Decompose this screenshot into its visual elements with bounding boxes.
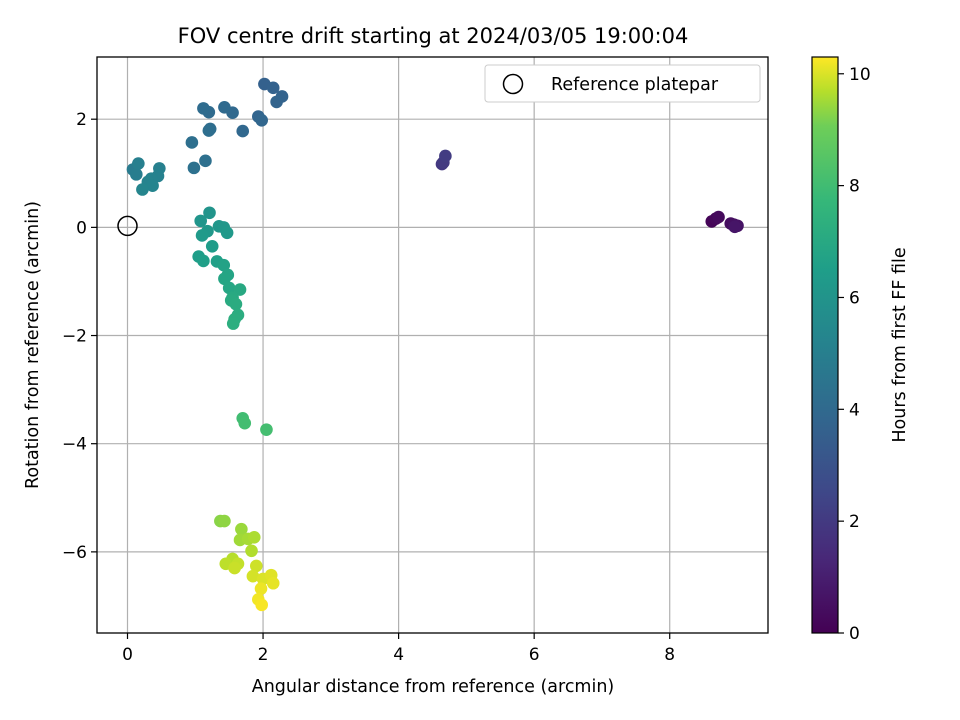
data-point xyxy=(218,100,231,114)
data-point xyxy=(238,416,252,430)
data-point xyxy=(236,124,250,138)
legend: Reference platepar xyxy=(484,64,761,103)
legend-label-reference: Reference platepar xyxy=(551,75,719,95)
data-point xyxy=(205,239,219,253)
data-point xyxy=(228,561,241,575)
y-tick-label: −6 xyxy=(62,543,87,563)
data-point xyxy=(235,522,248,536)
data-point xyxy=(266,576,280,590)
x-axis-ticks: 0 2 4 6 8 xyxy=(122,633,675,665)
reference-marker xyxy=(117,215,138,237)
colorbar xyxy=(811,56,839,634)
data-point xyxy=(247,530,261,544)
colorbar-tick-label: 2 xyxy=(849,512,860,532)
data-point xyxy=(202,124,216,137)
data-point xyxy=(130,168,143,181)
data-point xyxy=(187,161,201,175)
data-point xyxy=(199,154,212,168)
data-point xyxy=(245,544,258,558)
data-point xyxy=(439,149,452,163)
plot-frame xyxy=(96,56,769,634)
data-point xyxy=(226,317,240,330)
data-point xyxy=(203,206,216,220)
colorbar-ticks: 0 2 4 6 8 10 xyxy=(838,65,871,644)
data-point xyxy=(255,598,268,612)
grid xyxy=(97,57,768,633)
data-point xyxy=(246,569,260,583)
data-point xyxy=(194,214,207,228)
y-axis-ticks: −6 −4 −2 0 2 xyxy=(62,110,97,563)
y-axis-label: Rotation from reference (arcmin) xyxy=(23,201,43,489)
data-point xyxy=(260,423,273,436)
data-point xyxy=(249,559,263,573)
data-point xyxy=(146,179,159,193)
data-point xyxy=(233,283,247,296)
colorbar-tick-label: 8 xyxy=(849,177,860,197)
data-point xyxy=(270,95,283,109)
chart-title: FOV centre drift starting at 2024/03/05 … xyxy=(178,24,689,48)
data-point xyxy=(218,514,231,528)
y-tick-label: 0 xyxy=(76,218,87,238)
data-point xyxy=(728,220,742,234)
data-point xyxy=(195,229,209,242)
x-tick-label: 8 xyxy=(664,645,675,665)
data-point xyxy=(197,254,210,268)
colorbar-label: Hours from first FF file xyxy=(890,247,910,442)
data-point xyxy=(266,81,280,95)
data-point xyxy=(197,102,210,115)
data-point xyxy=(220,226,234,240)
y-tick-label: −2 xyxy=(62,327,87,347)
data-point xyxy=(229,297,243,311)
data-point xyxy=(255,113,268,127)
x-tick-label: 2 xyxy=(258,645,269,665)
data-point xyxy=(254,582,268,595)
data-point xyxy=(217,258,231,272)
legend-marker-reference xyxy=(502,73,524,95)
x-tick-label: 0 xyxy=(122,645,133,665)
x-tick-label: 6 xyxy=(529,645,540,665)
x-tick-label: 4 xyxy=(393,645,404,665)
data-point xyxy=(712,210,725,224)
colorbar-tick-label: 0 xyxy=(849,624,860,644)
x-axis-label: Angular distance from reference (arcmin) xyxy=(252,677,615,697)
legend-box xyxy=(484,64,761,103)
colorbar-tick-label: 6 xyxy=(849,288,860,308)
data-point xyxy=(222,281,236,295)
y-tick-label: −4 xyxy=(62,435,87,455)
data-points xyxy=(126,77,744,612)
colorbar-tick-label: 4 xyxy=(849,400,860,420)
colorbar-tick-label: 10 xyxy=(849,65,871,85)
data-point xyxy=(136,183,149,196)
data-point xyxy=(132,157,145,170)
data-point xyxy=(185,136,199,149)
y-tick-label: 2 xyxy=(76,110,87,130)
